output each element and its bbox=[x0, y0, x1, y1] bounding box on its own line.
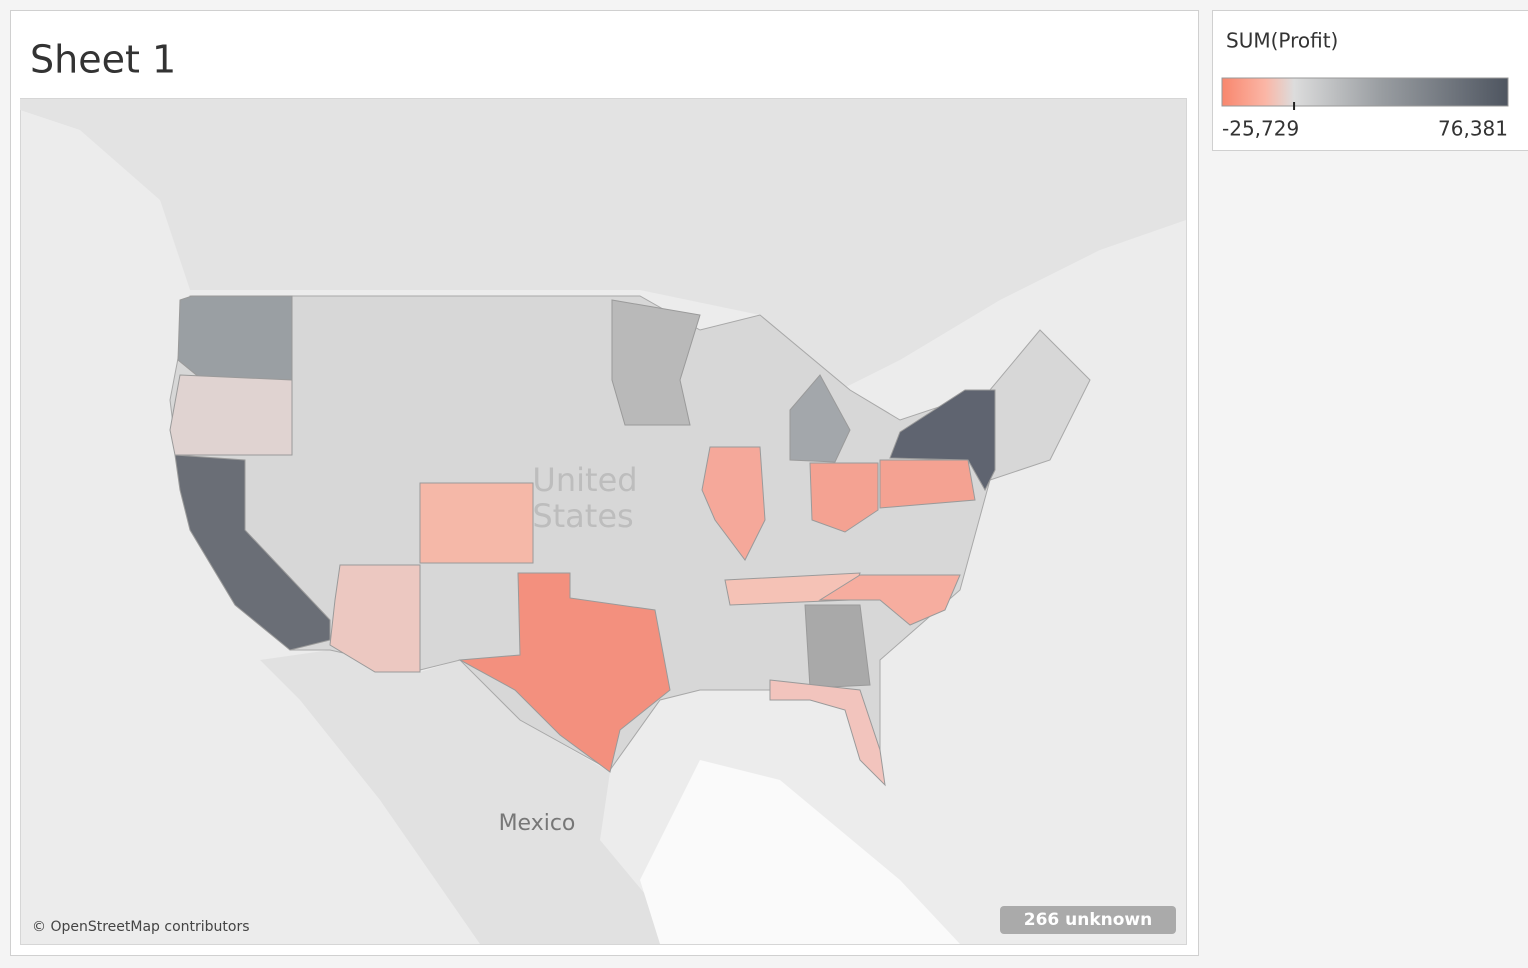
legend-title: SUM(Profit) bbox=[1226, 29, 1338, 53]
state bbox=[178, 296, 292, 380]
map: United States Mexico © OpenStreetMap con… bbox=[20, 99, 1187, 945]
country-label: States bbox=[532, 497, 633, 535]
state bbox=[420, 483, 533, 563]
legend-color-bar[interactable] bbox=[1222, 78, 1508, 106]
state bbox=[170, 375, 292, 455]
sheet-title: Sheet 1 bbox=[30, 38, 176, 82]
state bbox=[805, 605, 870, 688]
legend-max-label: 76,381 bbox=[1438, 117, 1508, 141]
attribution: © OpenStreetMap contributors bbox=[32, 919, 250, 935]
country-label: Mexico bbox=[499, 811, 576, 836]
legend-min-label: -25,729 bbox=[1222, 117, 1299, 141]
legend: SUM(Profit) -25,729 76,381 bbox=[1213, 11, 1528, 151]
unknown-badge-text[interactable]: 266 unknown bbox=[1024, 910, 1153, 930]
country-label: United bbox=[532, 461, 637, 499]
state bbox=[880, 460, 975, 508]
